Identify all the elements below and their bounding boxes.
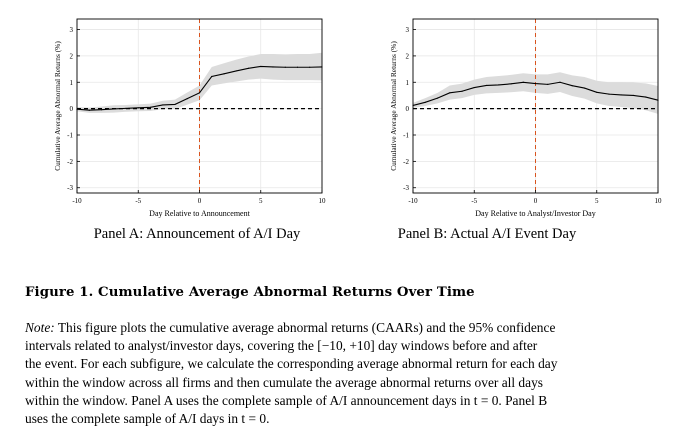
panel-a-caar-point [162, 104, 164, 106]
panel-b-caar-point [559, 81, 561, 83]
panel-a-caar-point [137, 107, 139, 109]
panel-a-caar-point [247, 67, 250, 69]
panel-b-y-tick-label: 1 [406, 79, 410, 87]
panel-a-y-tick-label: -1 [67, 132, 73, 140]
panel-a-caar-point [174, 103, 176, 106]
panel-a-caar-point [149, 106, 152, 108]
panel-a-x-tick-label: -5 [135, 197, 141, 205]
figure-title: Figure 1. Cumulative Average Abnormal Re… [25, 285, 475, 300]
panel-a-x-tick-label: 0 [198, 197, 202, 205]
panel-a-x-tick-label: -10 [72, 197, 82, 205]
panel-a-caar-point [100, 109, 103, 111]
panel-a-caar-point [260, 65, 262, 68]
panel-b-caar-point [596, 91, 598, 93]
panel-a-caar-point [186, 98, 188, 100]
panel-b-y-tick-label: -1 [403, 132, 409, 140]
panel-b-caar-point [498, 84, 500, 86]
panel-b-confidence-band [413, 72, 658, 114]
note-line-text: This figure plots the cumulative average… [54, 320, 556, 335]
panel-a-caar-point [113, 108, 115, 110]
panel-b-x-tick-label: 5 [595, 197, 599, 205]
panel-b-caar-point [608, 93, 610, 95]
panel-b-y-tick-label: 2 [406, 52, 410, 60]
panel-b-caar-point [547, 83, 549, 85]
panel-a-confidence-band [77, 52, 322, 113]
panel-b-caar-point [510, 83, 512, 85]
figure-note: Note: This figure plots the cumulative a… [25, 319, 665, 428]
panel-b-y-tick-label: 0 [406, 105, 410, 113]
panel-b-x-tick-label: 10 [655, 197, 663, 205]
panel-b-caar-point [645, 96, 647, 98]
panel-b-caar-point [436, 97, 439, 99]
panel-a-caar-point [125, 107, 127, 109]
note-line: Note: This figure plots the cumulative a… [25, 319, 665, 337]
panel-a-caar-point [309, 66, 311, 68]
panel-b-x-axis-label: Day Relative to Analyst/Investor Day [475, 209, 595, 218]
panel-b-caar-point [449, 92, 451, 94]
panel-b-y-tick-label: -3 [403, 184, 409, 192]
panel-a-caar-point [198, 92, 201, 94]
panel-b-caar-point [424, 101, 426, 103]
panel-a-y-tick-label: 2 [70, 52, 74, 60]
panel-a-caar-point [88, 109, 90, 111]
note-line: intervals related to analyst/investor da… [25, 338, 538, 354]
panel-b-y-tick-label: 3 [406, 26, 410, 34]
panel-b-x-tick-label: -10 [408, 197, 418, 205]
panel-b-x-tick-label: 0 [534, 197, 538, 205]
panel-b-caar-point [522, 81, 524, 83]
panel-b-caar-point [620, 94, 622, 96]
note-line: uses the complete sample of A/I days in … [25, 411, 270, 427]
panel-a-x-tick-label: 5 [259, 197, 263, 205]
panel-a-y-tick-label: 1 [70, 79, 74, 87]
panel-a-caar-point [284, 66, 286, 68]
panel-a-x-axis-label: Day Relative to Announcement [149, 209, 250, 218]
panel-b-caar-point [571, 85, 573, 87]
panel-a-caar-point [235, 70, 237, 72]
panel-a-y-tick-label: 3 [70, 26, 74, 34]
panel-b-caar-point [583, 87, 586, 89]
note-label: Note: [25, 320, 55, 335]
panel-b-x-tick-label: -5 [471, 197, 477, 205]
panel-a-caption: Panel A: Announcement of A/I Day [93, 226, 301, 242]
panel-b-caar-point [632, 94, 635, 97]
panel-a-caar-point [223, 73, 225, 75]
panel-a-caar-point [272, 66, 274, 68]
panel-a-caar-point [296, 66, 299, 68]
panel-a-y-tick-label: 0 [70, 105, 74, 113]
panel-a-caar-point [211, 75, 213, 78]
panel-a-y-axis-label: Cumulative Average Abnormal Returns (%) [53, 41, 62, 171]
panel-b-caar-point [461, 90, 463, 92]
panel-a-y-tick-label: -3 [67, 184, 73, 192]
panel-b-caar-point [485, 84, 488, 87]
note-line: within the window. Panel A uses the comp… [25, 392, 548, 408]
panel-a-y-tick-label: -2 [67, 158, 73, 166]
note-line: within the window across all firms and t… [25, 374, 543, 390]
panel-b-caar-point [473, 86, 475, 89]
note-line: the event. For each subfigure, we calcul… [25, 356, 558, 372]
panel-b-y-tick-label: -2 [403, 158, 409, 166]
panel-b-y-axis-label: Cumulative Average Abnormal Returns (%) [389, 41, 398, 171]
panel-b-caption: Panel B: Actual A/I Event Day [397, 226, 577, 242]
panel-a-x-tick-label: 10 [319, 197, 327, 205]
panel-b-caar-point [534, 82, 537, 85]
